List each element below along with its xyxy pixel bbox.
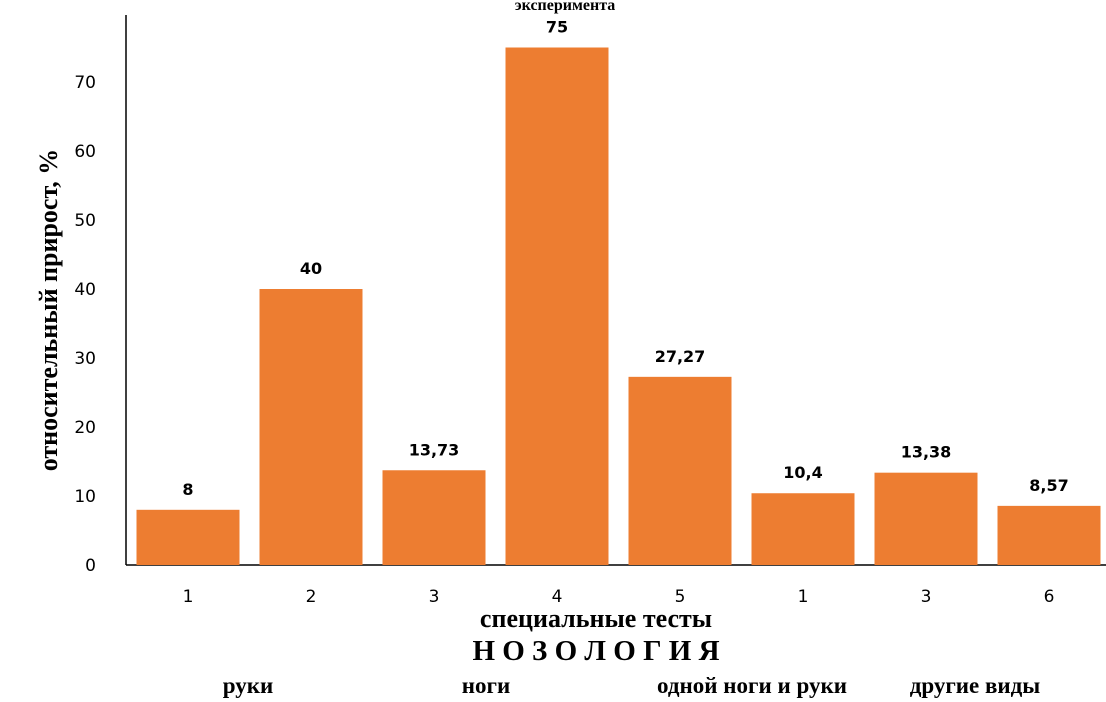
group-label-leg-and-arm: одной ноги и руки bbox=[657, 673, 847, 698]
bar bbox=[259, 289, 363, 565]
bar bbox=[505, 47, 609, 565]
group-title: Н О З О Л О Г И Я bbox=[472, 635, 719, 667]
x-tick-label: 1 bbox=[798, 587, 809, 607]
bar bbox=[874, 472, 978, 565]
x-axis-label: специальные тесты bbox=[480, 604, 712, 633]
bar bbox=[136, 509, 240, 565]
x-tick-label: 4 bbox=[552, 587, 563, 607]
bar bbox=[382, 470, 486, 565]
group-label-legs: ноги bbox=[462, 673, 510, 698]
group-label-hands: руки bbox=[223, 673, 274, 698]
data-label: 13,38 bbox=[901, 443, 952, 462]
x-tick-label: 6 bbox=[1044, 587, 1055, 607]
bar bbox=[628, 376, 732, 565]
data-label: 10,4 bbox=[783, 463, 822, 482]
data-label: 13,73 bbox=[409, 440, 460, 459]
data-label: 8 bbox=[182, 480, 193, 499]
x-axis-ticks: 1 2 3 4 5 1 3 6 bbox=[183, 587, 1055, 607]
y-tick-label: 20 bbox=[74, 418, 96, 438]
data-label: 27,27 bbox=[655, 347, 706, 366]
group-label-other-types: другие виды bbox=[910, 673, 1041, 698]
x-tick-label: 3 bbox=[429, 587, 440, 607]
y-axis-label: относительный прирост, % bbox=[34, 149, 63, 472]
bar bbox=[751, 493, 855, 565]
x-tick-label: 2 bbox=[306, 587, 317, 607]
y-tick-label: 40 bbox=[74, 280, 96, 300]
x-tick-label: 1 bbox=[183, 587, 194, 607]
y-tick-label: 60 bbox=[74, 142, 96, 162]
data-label: 8,57 bbox=[1029, 476, 1068, 495]
chart-title: эксперимента bbox=[515, 0, 616, 14]
value-labels: 8 40 13,73 75 27,27 10,4 13,38 8,57 bbox=[182, 18, 1068, 499]
x-tick-label: 3 bbox=[921, 587, 932, 607]
data-label: 40 bbox=[300, 259, 322, 278]
bars bbox=[136, 47, 1101, 565]
y-tick-label: 70 bbox=[74, 73, 96, 93]
y-axis-ticks: 0 10 20 30 40 50 60 70 bbox=[74, 73, 96, 576]
y-tick-label: 10 bbox=[74, 487, 96, 507]
y-tick-label: 30 bbox=[74, 349, 96, 369]
y-tick-label: 0 bbox=[85, 556, 96, 576]
y-tick-label: 50 bbox=[74, 211, 96, 231]
x-tick-label: 5 bbox=[675, 587, 686, 607]
data-label: 75 bbox=[546, 18, 568, 37]
bar bbox=[997, 505, 1101, 565]
